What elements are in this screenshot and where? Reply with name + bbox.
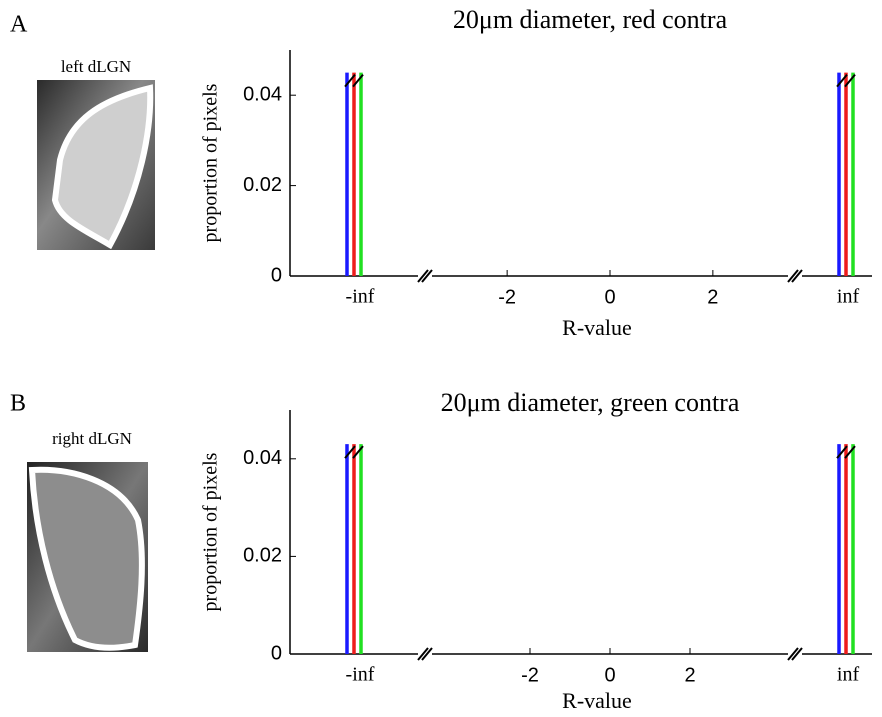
panel-letter: B [10,391,26,417]
roi-outline [51,84,154,250]
image-label: right dLGN [52,429,132,448]
x-axis-label: R-value [562,688,632,713]
roi-outline [28,466,145,651]
panel-letter: A [10,12,28,38]
y-tick-label: 0.02 [243,545,282,567]
x-end-label: -inf [346,286,375,308]
y-tick-label: 0 [271,264,282,286]
axis-break [844,73,856,88]
y-axis-label: proportion of pixels [200,452,222,611]
axis-break [344,445,356,459]
x-end-label: inf [837,664,860,686]
axis-break [791,269,803,283]
x-tick-label: -2 [498,286,516,308]
axis-break [344,73,356,88]
axis-break [844,445,856,459]
y-tick-label: 0.02 [243,174,282,196]
x-tick-label: 2 [707,286,718,308]
image-label: left dLGN [61,57,131,76]
chart-title: 20μm diameter, green contra [441,388,740,417]
axis-break [421,269,433,283]
axis-break [352,445,364,459]
axis-break [417,647,429,661]
x-tick-label: 0 [604,286,615,308]
x-tick-label: 2 [684,664,695,686]
x-tick-label: 0 [604,664,615,686]
axis-break [836,445,848,459]
y-tick-label: 0.04 [243,447,282,469]
x-end-label: -inf [346,664,375,686]
chart-title: 20μm diameter, red contra [453,5,728,34]
x-axis-label: R-value [562,315,632,340]
y-tick-label: 0.04 [243,83,282,105]
axis-break [836,73,848,88]
axis-break [352,73,364,88]
x-tick-label: -2 [521,664,539,686]
axis-break [421,647,433,661]
y-tick-label: 0 [271,642,282,664]
y-axis-label: proportion of pixels [200,83,222,242]
x-end-label: inf [837,286,860,308]
axis-break [787,269,799,283]
axis-break [791,647,803,661]
axis-break [787,647,799,661]
axis-break [417,269,429,283]
